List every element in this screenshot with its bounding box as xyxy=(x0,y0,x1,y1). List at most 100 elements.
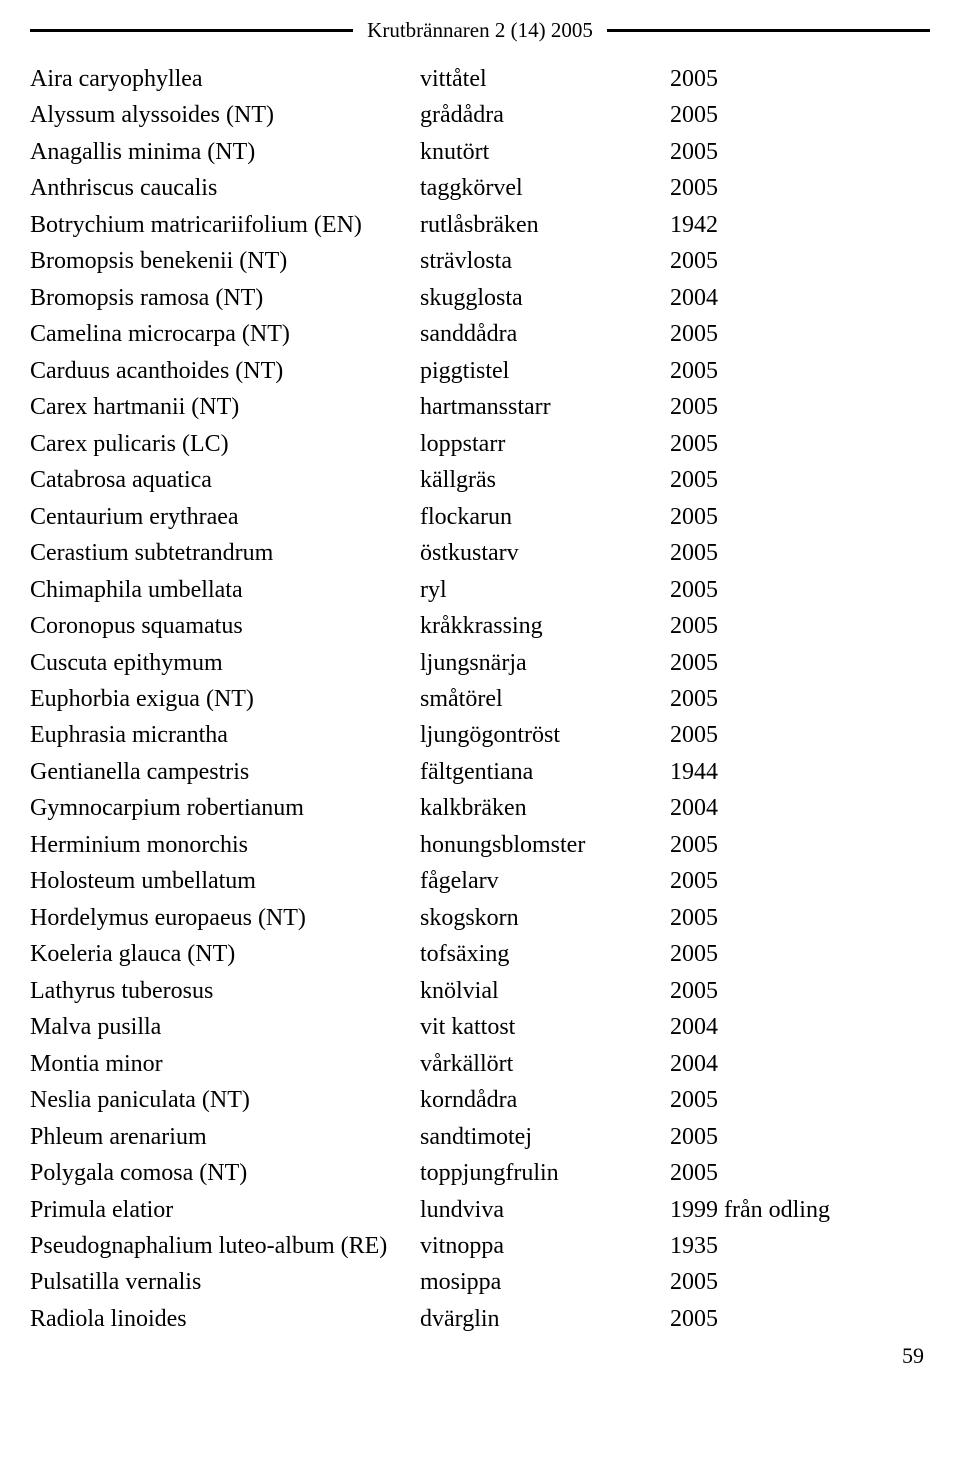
scientific-name: Chimaphila umbellata xyxy=(30,572,420,608)
year-value: 2005 xyxy=(670,863,930,899)
common-name: ljungsnärja xyxy=(420,645,670,681)
species-row: Malva pusillavit kattost2004 xyxy=(30,1009,930,1045)
year-value: 2005 xyxy=(670,645,930,681)
scientific-name: Gentianella campestris xyxy=(30,754,420,790)
species-row: Anthriscus caucalistaggkörvel2005 xyxy=(30,170,930,206)
page-number: 59 xyxy=(30,1343,930,1369)
species-row: Alyssum alyssoides (NT)grådådra2005 xyxy=(30,97,930,133)
year-value: 1944 xyxy=(670,754,930,790)
common-name: hartmansstarr xyxy=(420,389,670,425)
year-value: 2005 xyxy=(670,1082,930,1118)
common-name: grådådra xyxy=(420,97,670,133)
scientific-name: Carex pulicaris (LC) xyxy=(30,426,420,462)
year-value: 2005 xyxy=(670,535,930,571)
scientific-name: Pseudognaphalium luteo-album (RE) xyxy=(30,1228,420,1264)
scientific-name: Polygala comosa (NT) xyxy=(30,1155,420,1191)
species-row: Pseudognaphalium luteo-album (RE)vitnopp… xyxy=(30,1228,930,1264)
common-name: knutört xyxy=(420,134,670,170)
scientific-name: Alyssum alyssoides (NT) xyxy=(30,97,420,133)
scientific-name: Primula elatior xyxy=(30,1192,420,1228)
species-row: Carex hartmanii (NT)hartmansstarr2005 xyxy=(30,389,930,425)
species-row: Chimaphila umbellataryl2005 xyxy=(30,572,930,608)
common-name: vit kattost xyxy=(420,1009,670,1045)
species-row: Neslia paniculata (NT)korndådra2005 xyxy=(30,1082,930,1118)
species-row: Carex pulicaris (LC)loppstarr2005 xyxy=(30,426,930,462)
scientific-name: Bromopsis benekenii (NT) xyxy=(30,243,420,279)
common-name: östkustarv xyxy=(420,535,670,571)
species-row: Cuscuta epithymumljungsnärja2005 xyxy=(30,645,930,681)
common-name: fågelarv xyxy=(420,863,670,899)
species-row: Primula elatiorlundviva1999 från odling xyxy=(30,1192,930,1228)
species-row: Herminium monorchishonungsblomster2005 xyxy=(30,827,930,863)
scientific-name: Carex hartmanii (NT) xyxy=(30,389,420,425)
species-row: Aira caryophylleavittåtel2005 xyxy=(30,61,930,97)
species-row: Montia minorvårkällört2004 xyxy=(30,1046,930,1082)
year-value: 1935 xyxy=(670,1228,930,1264)
common-name: taggkörvel xyxy=(420,170,670,206)
common-name: kalkbräken xyxy=(420,790,670,826)
year-value: 2005 xyxy=(670,389,930,425)
species-row: Gymnocarpium robertianumkalkbräken2004 xyxy=(30,790,930,826)
scientific-name: Euphrasia micrantha xyxy=(30,717,420,753)
species-row: Bromopsis benekenii (NT)strävlosta2005 xyxy=(30,243,930,279)
year-value: 2005 xyxy=(670,97,930,133)
year-value: 2005 xyxy=(670,170,930,206)
year-value: 2004 xyxy=(670,790,930,826)
scientific-name: Coronopus squamatus xyxy=(30,608,420,644)
species-row: Carduus acanthoides (NT)piggtistel2005 xyxy=(30,353,930,389)
species-row: Hordelymus europaeus (NT)skogskorn2005 xyxy=(30,900,930,936)
species-row: Gentianella campestrisfältgentiana1944 xyxy=(30,754,930,790)
year-value: 2004 xyxy=(670,1046,930,1082)
common-name: fältgentiana xyxy=(420,754,670,790)
common-name: vårkällört xyxy=(420,1046,670,1082)
scientific-name: Aira caryophyllea xyxy=(30,61,420,97)
scientific-name: Holosteum umbellatum xyxy=(30,863,420,899)
scientific-name: Carduus acanthoides (NT) xyxy=(30,353,420,389)
species-row: Anagallis minima (NT)knutört2005 xyxy=(30,134,930,170)
scientific-name: Phleum arenarium xyxy=(30,1119,420,1155)
year-value: 2004 xyxy=(670,1009,930,1045)
scientific-name: Bromopsis ramosa (NT) xyxy=(30,280,420,316)
year-value: 2005 xyxy=(670,1301,930,1337)
common-name: småtörel xyxy=(420,681,670,717)
scientific-name: Cerastium subtetrandrum xyxy=(30,535,420,571)
common-name: kråkkrassing xyxy=(420,608,670,644)
scientific-name: Camelina microcarpa (NT) xyxy=(30,316,420,352)
species-row: Euphorbia exigua (NT)småtörel2005 xyxy=(30,681,930,717)
common-name: sanddådra xyxy=(420,316,670,352)
scientific-name: Lathyrus tuberosus xyxy=(30,973,420,1009)
common-name: strävlosta xyxy=(420,243,670,279)
common-name: honungsblomster xyxy=(420,827,670,863)
page-header: Krutbrännaren 2 (14) 2005 xyxy=(30,18,930,43)
scientific-name: Cuscuta epithymum xyxy=(30,645,420,681)
scientific-name: Botrychium matricariifolium (EN) xyxy=(30,207,420,243)
scientific-name: Anthriscus caucalis xyxy=(30,170,420,206)
species-row: Camelina microcarpa (NT)sanddådra2005 xyxy=(30,316,930,352)
scientific-name: Gymnocarpium robertianum xyxy=(30,790,420,826)
species-row: Euphrasia micranthaljungögontröst2005 xyxy=(30,717,930,753)
scientific-name: Radiola linoides xyxy=(30,1301,420,1337)
year-value: 2005 xyxy=(670,61,930,97)
year-value: 2005 xyxy=(670,1155,930,1191)
species-row: Koeleria glauca (NT)tofsäxing2005 xyxy=(30,936,930,972)
common-name: källgräs xyxy=(420,462,670,498)
species-row: Bromopsis ramosa (NT)skugglosta2004 xyxy=(30,280,930,316)
common-name: rutlåsbräken xyxy=(420,207,670,243)
scientific-name: Hordelymus europaeus (NT) xyxy=(30,900,420,936)
year-value: 2005 xyxy=(670,426,930,462)
species-row: Holosteum umbellatumfågelarv2005 xyxy=(30,863,930,899)
common-name: skugglosta xyxy=(420,280,670,316)
scientific-name: Catabrosa aquatica xyxy=(30,462,420,498)
common-name: piggtistel xyxy=(420,353,670,389)
scientific-name: Herminium monorchis xyxy=(30,827,420,863)
species-row: Coronopus squamatuskråkkrassing2005 xyxy=(30,608,930,644)
year-value: 1942 xyxy=(670,207,930,243)
species-row: Radiola linoidesdvärglin2005 xyxy=(30,1301,930,1337)
species-row: Polygala comosa (NT)toppjungfrulin2005 xyxy=(30,1155,930,1191)
species-row: Phleum arenariumsandtimotej2005 xyxy=(30,1119,930,1155)
common-name: korndådra xyxy=(420,1082,670,1118)
year-value: 1999 från odling xyxy=(670,1192,930,1228)
scientific-name: Neslia paniculata (NT) xyxy=(30,1082,420,1118)
header-line-right xyxy=(607,29,930,32)
species-row: Botrychium matricariifolium (EN)rutlåsbr… xyxy=(30,207,930,243)
